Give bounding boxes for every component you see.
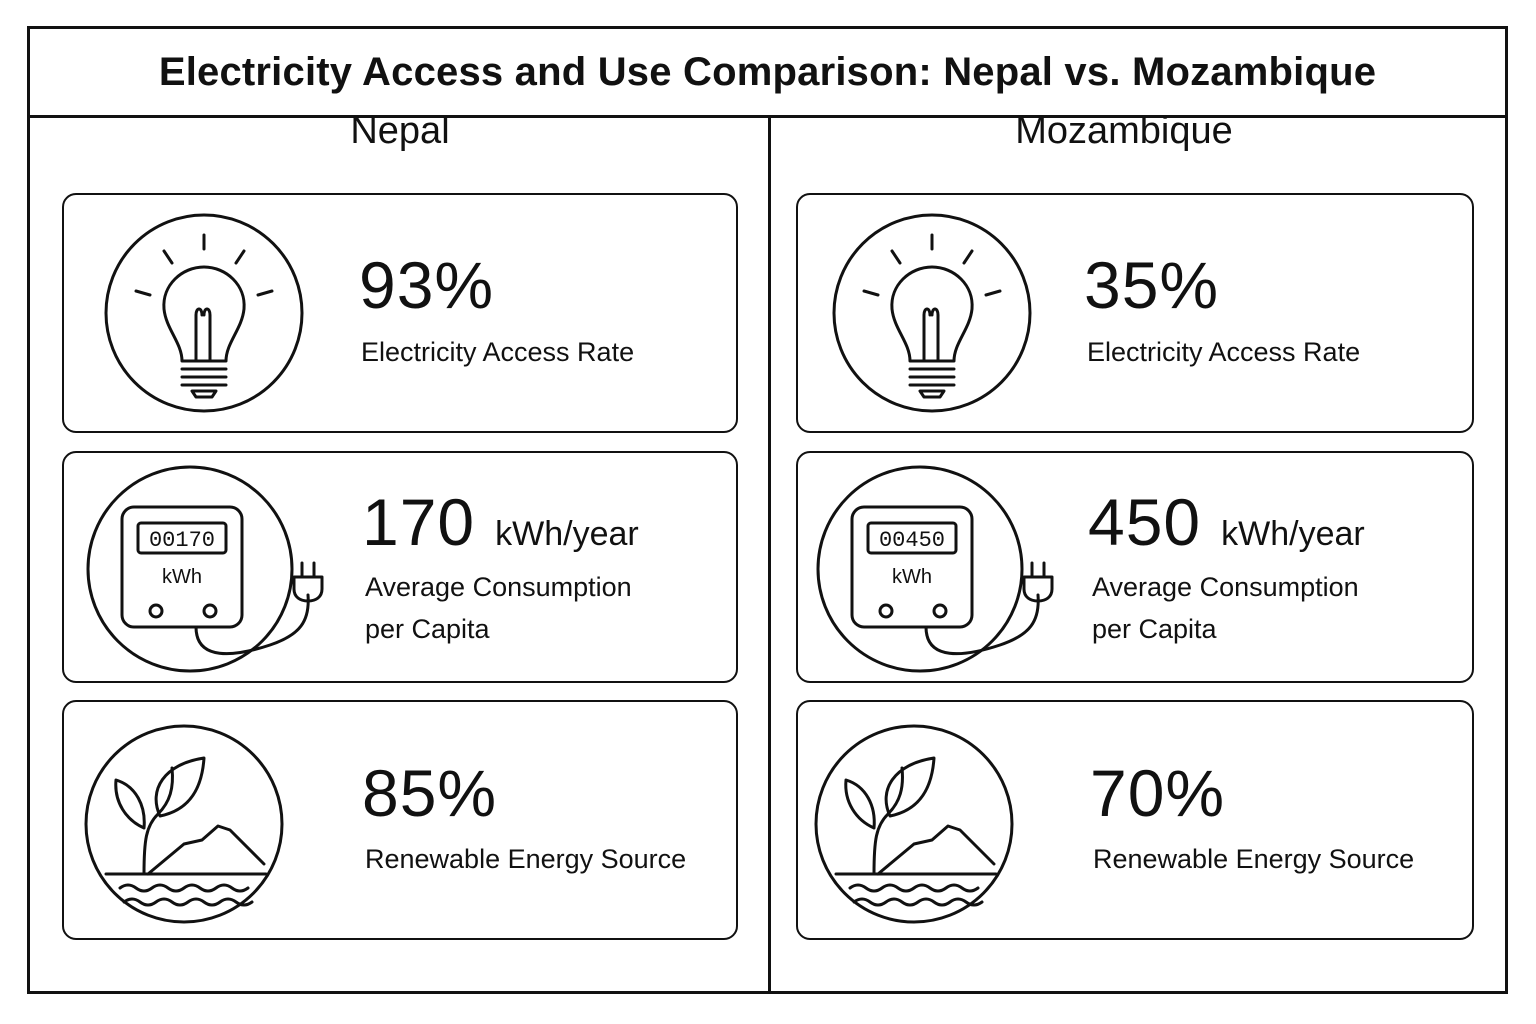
nepal-consumption-label-line-2: per Capita [365,614,490,644]
mozambique-consumption-label: Average Consumption per Capita [1092,566,1359,650]
mozambique-access-value: 35% [1084,248,1220,322]
nepal-consumption-label-line-1: Average Consumption [365,572,632,602]
mozambique-consumption-value-row: 450 kWh/year [1088,489,1365,555]
nepal-renewable-label: Renewable Energy Source [365,844,687,874]
page-title: Electricity Access and Use Comparison: N… [158,49,1377,94]
nepal-renewable-value: 85% [362,756,498,830]
nepal-consumption-unit: kWh/year [495,515,639,553]
nepal-column-title: Nepal [350,110,450,152]
mozambique-meter-unit: kWh [892,566,932,588]
mozambique-column-title: Mozambique [1015,110,1233,152]
light-bulb-icon [104,213,304,413]
nepal-meter-reading: 00170 [149,528,215,553]
nepal-access-label: Electricity Access Rate [361,337,635,367]
nepal-consumption-card: 00170 kWh 170 kWh/year Average Consumptio… [62,451,738,683]
title-bar: Electricity Access and Use Comparison: N… [30,29,1505,118]
mozambique-renewable-card: 70% Renewable Energy Source [796,700,1474,940]
mozambique-consumption-unit: kWh/year [1221,515,1365,553]
nepal-consumption-value-row: 170 kWh/year [362,489,639,555]
nepal-consumption-label: Average Consumption per Capita [365,566,632,650]
mozambique-consumption-value: 450 [1088,485,1202,559]
mozambique-renewable-value: 70% [1090,756,1226,830]
renewable-plant-icon [84,724,284,924]
light-bulb-icon [832,213,1032,413]
renewable-plant-icon [814,724,1014,924]
mozambique-consumption-label-line-1: Average Consumption [1092,572,1359,602]
mozambique-renewable-label: Renewable Energy Source [1093,844,1415,874]
column-divider [768,118,771,991]
mozambique-meter-reading: 00450 [879,528,945,553]
mozambique-access-label: Electricity Access Rate [1087,337,1361,367]
infographic-frame: Electricity Access and Use Comparison: N… [27,26,1508,994]
electric-meter-icon: 00450 kWh [816,465,1054,673]
nepal-meter-unit: kWh [162,566,202,588]
nepal-renewable-card: 85% Renewable Energy Source [62,700,738,940]
nepal-consumption-value: 170 [362,485,476,559]
electric-meter-icon: 00170 kWh [86,465,324,673]
nepal-access-value: 93% [359,248,495,322]
nepal-access-card: 93% Electricity Access Rate [62,193,738,433]
mozambique-consumption-card: 00450 kWh 450 kWh/year Average Consumptio… [796,451,1474,683]
mozambique-access-card: 35% Electricity Access Rate [796,193,1474,433]
mozambique-consumption-label-line-2: per Capita [1092,614,1217,644]
